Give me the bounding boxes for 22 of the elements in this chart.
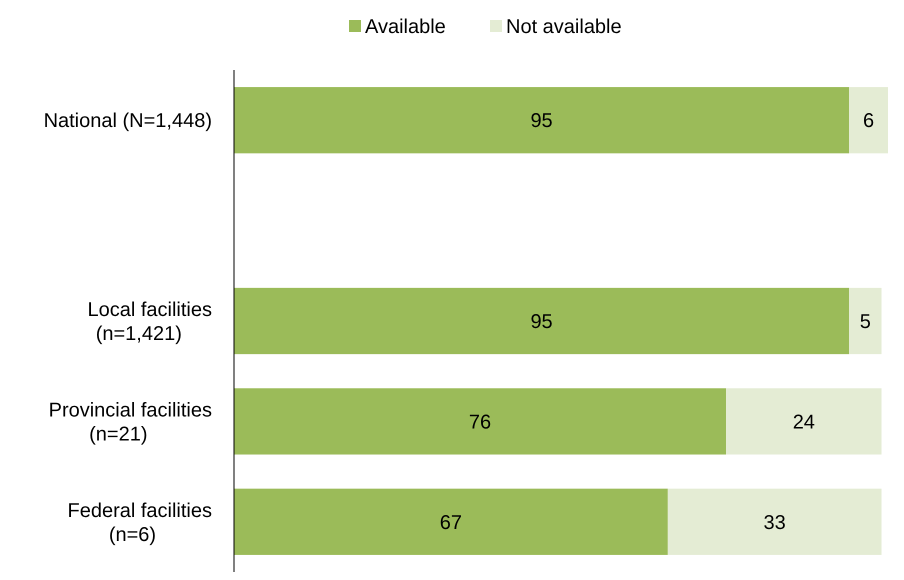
legend-label: Not available [506, 16, 622, 38]
bar [849, 87, 888, 154]
data-label: 95 [530, 110, 553, 132]
bar [234, 87, 850, 154]
bar [234, 388, 726, 455]
y-tick-label: Local facilities (n=1,421) [87, 299, 212, 345]
y-tick-label: Federal facilities (n=6) [67, 500, 212, 546]
data-label: 67 [440, 512, 462, 534]
y-tick-label: Provincial facilities (n=21) [48, 399, 212, 446]
data-label: 6 [863, 110, 874, 132]
data-label: 76 [468, 411, 492, 434]
data-label: 5 [860, 311, 871, 333]
bar [234, 488, 668, 555]
bar [668, 488, 882, 555]
bar [726, 388, 882, 455]
y-tick-label: National (N=1,448) [44, 110, 212, 132]
data-label: 33 [764, 512, 786, 534]
bar [234, 288, 850, 354]
data-label: 24 [792, 411, 815, 434]
data-label: 95 [530, 311, 553, 333]
bar [849, 288, 882, 354]
legend-label: Available [365, 16, 446, 38]
